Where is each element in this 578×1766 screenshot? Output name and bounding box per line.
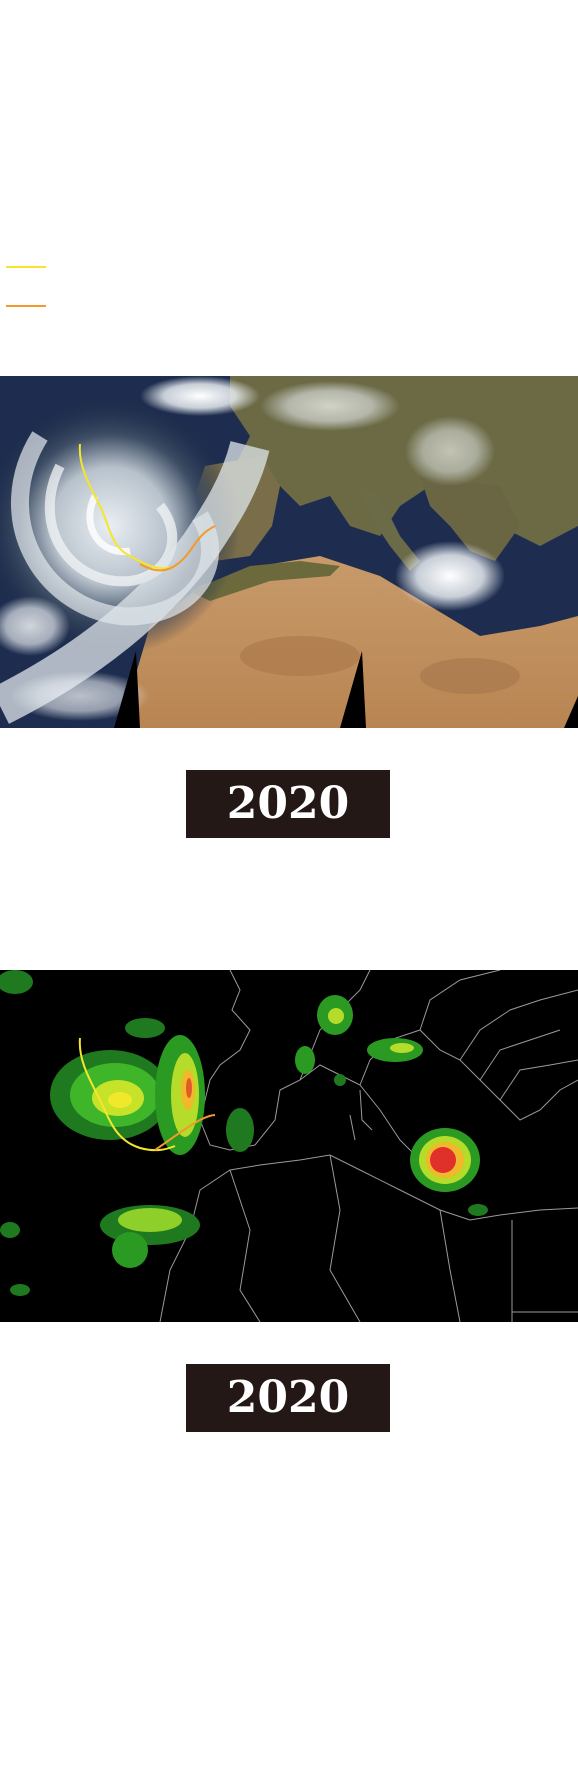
- radar-map: [0, 970, 578, 1322]
- year-badge: 2020: [186, 1364, 390, 1432]
- satellite-map-image: [0, 376, 578, 728]
- yellow-storm-track: [78, 443, 176, 570]
- legend-yellow-track-line: [6, 266, 46, 268]
- orange-storm-track: [139, 525, 216, 572]
- orange-storm-track-radar: [154, 1114, 216, 1151]
- yellow-storm-track-radar: [78, 1037, 176, 1152]
- radar-map-image: [0, 970, 578, 1322]
- satellite-map: [0, 376, 578, 728]
- year-badge: 2020: [186, 770, 390, 838]
- legend-orange-track-line: [6, 305, 46, 307]
